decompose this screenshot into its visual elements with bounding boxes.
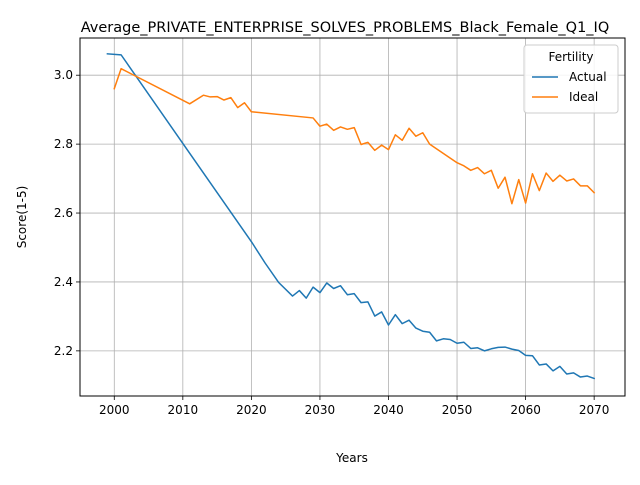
y-tick-label: 2.2 (54, 344, 73, 358)
legend: Fertility Actual Ideal (524, 45, 618, 113)
x-tick-label: 2030 (305, 403, 336, 417)
x-tick-label: 2020 (236, 403, 267, 417)
y-tick-label: 2.4 (54, 275, 73, 289)
legend-label-ideal: Ideal (569, 90, 598, 104)
x-tick-label: 2010 (168, 403, 199, 417)
y-tick-label: 2.6 (54, 206, 73, 220)
x-tick-label: 2000 (99, 403, 130, 417)
legend-title: Fertility (548, 50, 593, 64)
y-tick-label: 2.8 (54, 137, 73, 151)
chart-title: Average_PRIVATE_ENTERPRISE_SOLVES_PROBLE… (81, 20, 610, 36)
x-tick-label: 2050 (442, 403, 473, 417)
y-axis-label: Score(1-5) (15, 186, 29, 249)
legend-label-actual: Actual (569, 70, 607, 84)
y-tick-label: 3.0 (54, 68, 73, 82)
x-axis-label: Years (335, 451, 368, 465)
x-tick-label: 2070 (579, 403, 610, 417)
x-tick-label: 2040 (373, 403, 404, 417)
x-tick-label: 2060 (510, 403, 541, 417)
